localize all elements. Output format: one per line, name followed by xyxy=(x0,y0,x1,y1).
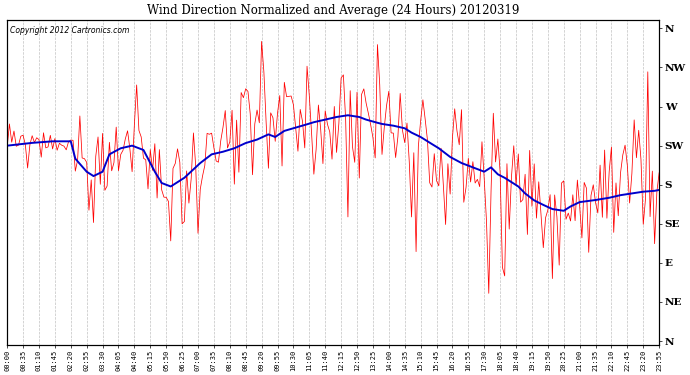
Text: Copyright 2012 Cartronics.com: Copyright 2012 Cartronics.com xyxy=(10,26,130,35)
Title: Wind Direction Normalized and Average (24 Hours) 20120319: Wind Direction Normalized and Average (2… xyxy=(147,4,520,17)
